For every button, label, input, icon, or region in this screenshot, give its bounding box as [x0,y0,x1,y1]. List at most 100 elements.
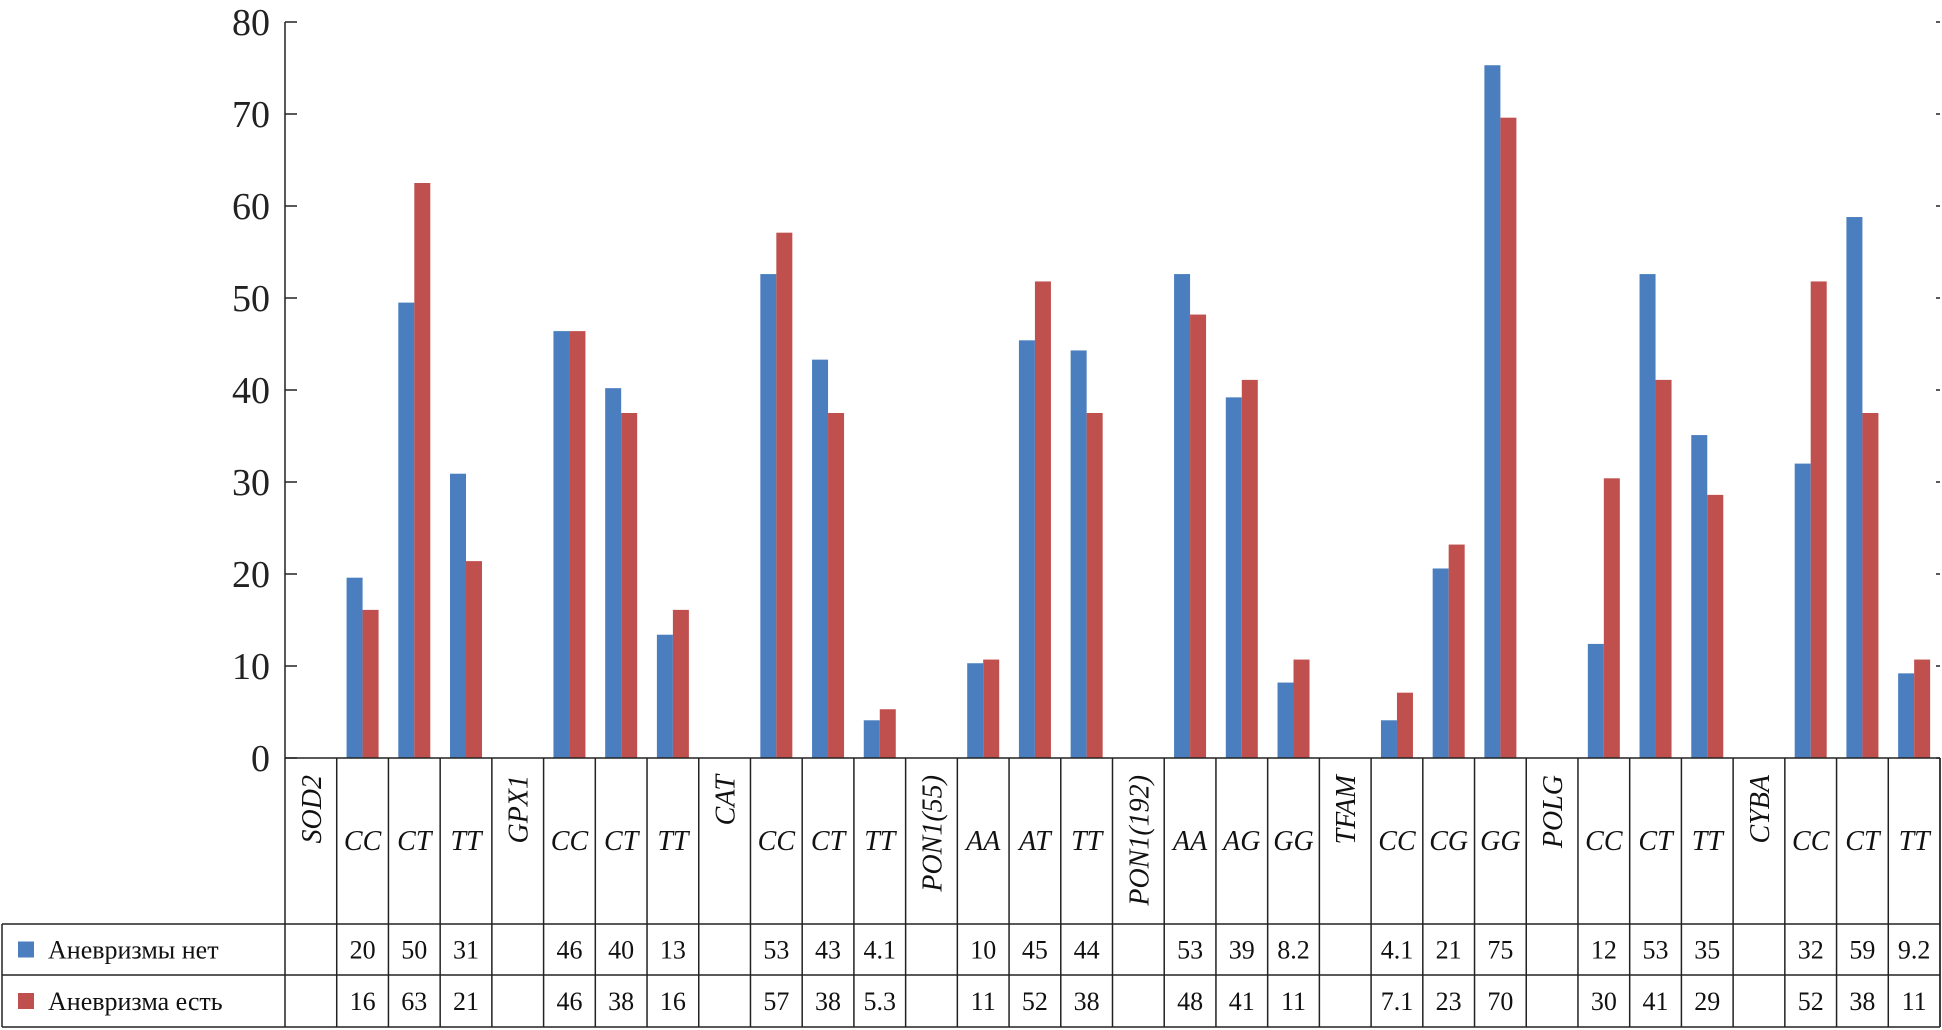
category-label-genotype: CT [1638,826,1675,857]
data-label: 4.1 [1381,936,1414,965]
y-tick-label: 80 [232,2,270,44]
bar-aneurysm [1810,281,1827,758]
bar-no-aneurysm [1225,397,1242,758]
category-label-gene: POLG [1538,775,1569,849]
data-label: 11 [971,987,996,1016]
bar-no-aneurysm [1018,340,1035,758]
category-label-gene: CYBA [1745,774,1776,843]
data-label: 11 [1902,987,1927,1016]
data-label: 53 [763,936,789,965]
bar-aneurysm [1500,117,1517,759]
data-label: 13 [660,936,686,965]
legend-label: Аневризмы нет [48,936,219,965]
y-tick-label: 40 [232,370,270,412]
bar-aneurysm [828,413,845,758]
data-label: 41 [1229,987,1255,1016]
data-label: 46 [556,936,582,965]
data-label: 30 [1591,987,1617,1016]
category-label-genotype: CC [1792,826,1830,857]
bar-aneurysm [1293,659,1310,758]
data-label: 35 [1694,936,1720,965]
y-tick-label: 10 [232,646,270,688]
data-label: 38 [1849,987,1875,1016]
category-label-genotype: CT [397,826,434,857]
data-label: 7.1 [1381,987,1414,1016]
data-label: 9.2 [1898,936,1931,965]
category-label-genotype: CC [1585,826,1623,857]
category-label-gene: PON1(192) [1124,775,1155,907]
data-label: 48 [1177,987,1203,1016]
bar-no-aneurysm [967,663,984,758]
bar-aneurysm [776,232,793,758]
legend-swatch [18,941,34,958]
category-label-genotype: CG [1429,826,1468,857]
bar-no-aneurysm [1846,217,1863,759]
bar-no-aneurysm [1174,274,1191,758]
y-tick-label: 20 [232,554,270,596]
bar-no-aneurysm [1691,435,1708,758]
bar-no-aneurysm [863,720,880,758]
data-label: 8.2 [1277,936,1310,965]
bar-no-aneurysm [1484,65,1501,759]
legend-label: Аневризма есть [48,987,223,1016]
category-label-genotype: TT [1899,826,1933,857]
data-label: 29 [1694,987,1720,1016]
bar-aneurysm [1241,379,1258,758]
data-label: 75 [1487,936,1513,965]
data-label: 38 [815,987,841,1016]
category-label-gene: CAT [711,773,742,826]
data-label: 46 [556,987,582,1016]
data-label: 45 [1022,936,1048,965]
bar-no-aneurysm [812,359,829,758]
data-label: 41 [1643,987,1669,1016]
category-label-genotype: AG [1221,826,1260,857]
category-label-gene: TFAM [1331,773,1362,844]
data-label: 16 [350,987,376,1016]
bar-no-aneurysm [1380,720,1397,758]
bar-no-aneurysm [1432,568,1449,758]
category-label-genotype: CT [811,826,848,857]
bar-aneurysm [362,609,379,758]
y-tick-label: 50 [232,278,270,320]
bar-aneurysm [879,709,896,758]
data-label: 32 [1798,936,1824,965]
data-label: 21 [453,987,479,1016]
y-axis: 0 10 20 30 40 50 60 70 80 [232,2,1940,780]
bar-aneurysm [569,331,586,758]
y-tick-label: 60 [232,186,270,228]
data-label: 59 [1849,936,1875,965]
bar-aneurysm [1862,413,1879,758]
category-label-genotype: TT [1071,826,1105,857]
data-label: 50 [401,936,427,965]
data-label: 23 [1436,987,1462,1016]
bar-no-aneurysm [1898,673,1915,758]
category-label-genotype: TT [657,826,691,857]
bar-no-aneurysm [760,274,777,758]
bar-no-aneurysm [1639,274,1656,758]
category-label-genotype: CC [551,826,589,857]
category-label-genotype: AA [1171,826,1208,857]
data-label: 11 [1281,987,1306,1016]
bar-no-aneurysm [398,302,415,758]
bar-no-aneurysm [1070,350,1087,758]
bar-aneurysm [983,659,1000,758]
bar-no-aneurysm [656,634,673,758]
bar-no-aneurysm [605,388,622,758]
category-label-gene: GPX1 [504,775,535,843]
category-label-genotype: GG [1273,826,1313,857]
category-label-gene: PON1(55) [917,775,948,893]
category-label-genotype: TT [450,826,484,857]
category-label-genotype: CT [1845,826,1882,857]
data-label: 70 [1487,987,1513,1016]
bar-no-aneurysm [1587,643,1604,758]
category-label-genotype: AA [964,826,1001,857]
data-label: 4.1 [864,936,897,965]
category-label-genotype: CC [758,826,796,857]
data-label: 57 [763,987,789,1016]
bars [346,65,1931,759]
bar-no-aneurysm [346,577,363,758]
data-label: 31 [453,936,479,965]
bar-aneurysm [672,609,689,758]
bar-aneurysm [1707,494,1724,758]
